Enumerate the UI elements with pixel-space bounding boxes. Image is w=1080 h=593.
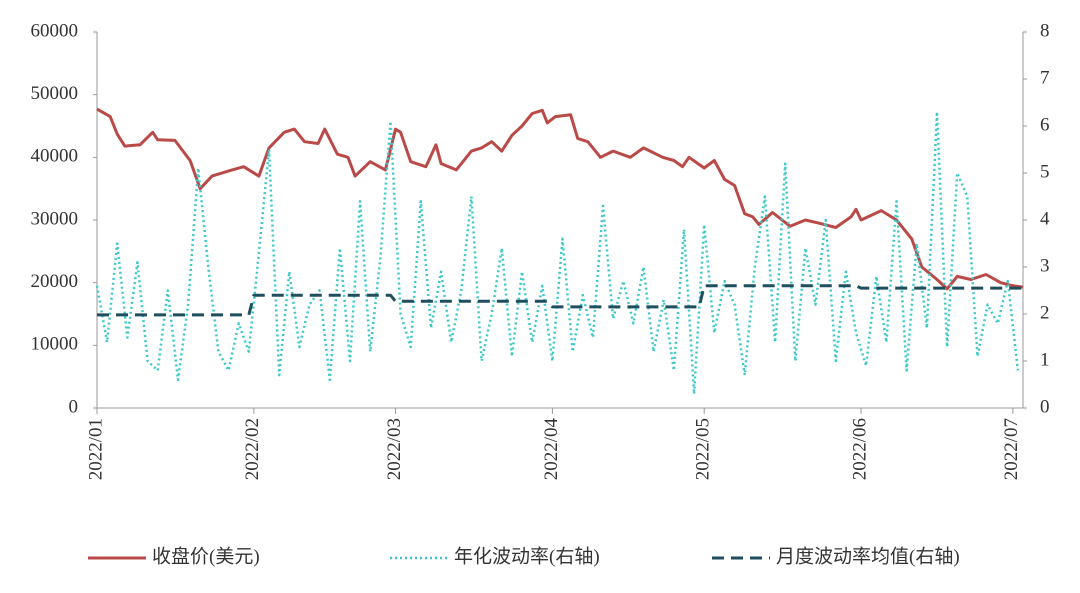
x-tick-label: 2022/02 bbox=[242, 418, 263, 480]
x-tick-label: 2022/07 bbox=[1001, 418, 1022, 480]
y2-tick-label: 4 bbox=[1040, 208, 1050, 229]
legend-label: 收盘价(美元) bbox=[152, 545, 260, 567]
x-tick-label: 2022/05 bbox=[693, 418, 714, 480]
series-line bbox=[96, 107, 1024, 291]
y-tick-label: 20000 bbox=[31, 271, 79, 292]
legend-label: 月度波动率均值(右轴) bbox=[776, 545, 960, 567]
y-tick-label: 30000 bbox=[31, 208, 79, 229]
x-tick-label: 2022/01 bbox=[85, 418, 106, 480]
y2-tick-label: 3 bbox=[1040, 255, 1050, 276]
y-tick-label: 60000 bbox=[31, 20, 79, 41]
y-tick-label: 0 bbox=[69, 396, 79, 417]
x-tick-label: 2022/06 bbox=[849, 418, 870, 480]
x-tick-label: 2022/04 bbox=[541, 418, 562, 481]
x-tick-label: 2022/03 bbox=[384, 418, 405, 480]
y-tick-label: 40000 bbox=[31, 146, 79, 167]
y2-tick-label: 8 bbox=[1040, 20, 1050, 41]
legend-label: 年化波动率(右轴) bbox=[454, 545, 600, 567]
y-tick-label: 50000 bbox=[31, 83, 79, 104]
y2-tick-label: 1 bbox=[1040, 349, 1050, 370]
y2-tick-label: 5 bbox=[1040, 161, 1050, 182]
y2-tick-label: 7 bbox=[1040, 67, 1050, 88]
y-tick-label: 10000 bbox=[31, 334, 79, 355]
y2-tick-label: 6 bbox=[1040, 114, 1050, 135]
series-line bbox=[97, 284, 1023, 317]
series-line bbox=[95, 110, 1020, 396]
y2-tick-label: 2 bbox=[1040, 302, 1050, 323]
y2-tick-label: 0 bbox=[1040, 396, 1050, 417]
